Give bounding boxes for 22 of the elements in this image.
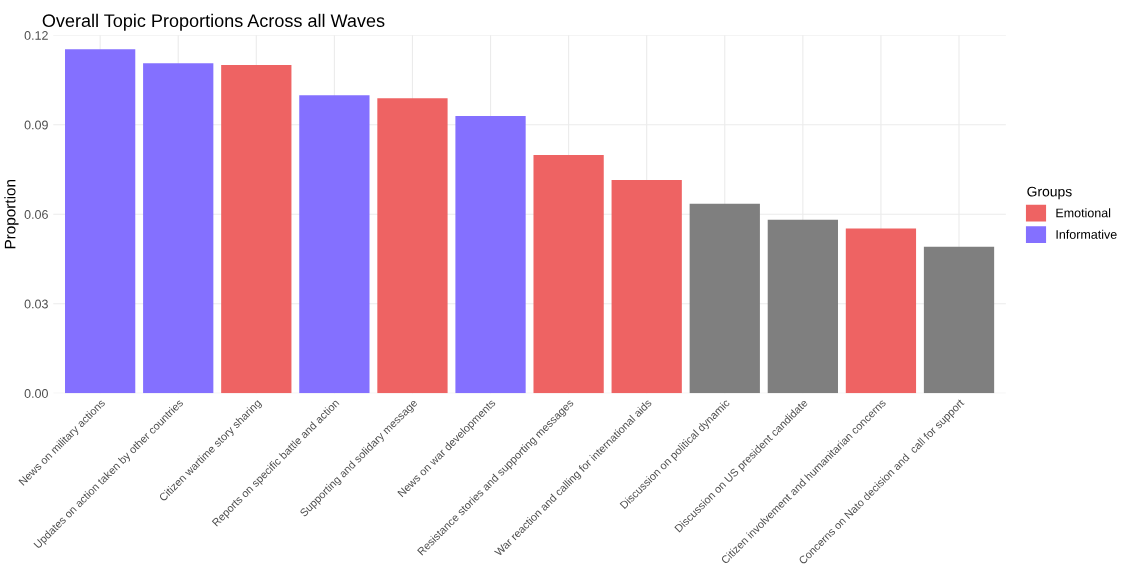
bar — [923, 246, 995, 394]
y-tick-label: 0.00 — [24, 389, 48, 398]
chart-title: Overall Topic Proportions Across all Waves — [42, 13, 385, 31]
legend-label: Informative — [1056, 229, 1117, 239]
y-tick-label: 0.12 — [24, 31, 48, 40]
legend-label: Emotional — [1056, 208, 1111, 218]
y-axis-title: Proportion — [4, 180, 19, 249]
bar — [143, 63, 214, 394]
y-tick-label: 0.06 — [24, 210, 48, 219]
bar — [377, 98, 448, 394]
bar — [611, 179, 682, 394]
bar — [65, 49, 136, 394]
bar — [221, 65, 292, 394]
bar — [455, 116, 526, 394]
bar — [299, 95, 370, 394]
y-tick-label: 0.09 — [24, 120, 48, 130]
bar — [533, 154, 604, 394]
bar — [845, 228, 917, 394]
bar — [689, 203, 760, 394]
y-tick-label: 0.03 — [24, 299, 48, 309]
legend-title: Groups — [1027, 186, 1072, 200]
bar — [767, 219, 838, 394]
